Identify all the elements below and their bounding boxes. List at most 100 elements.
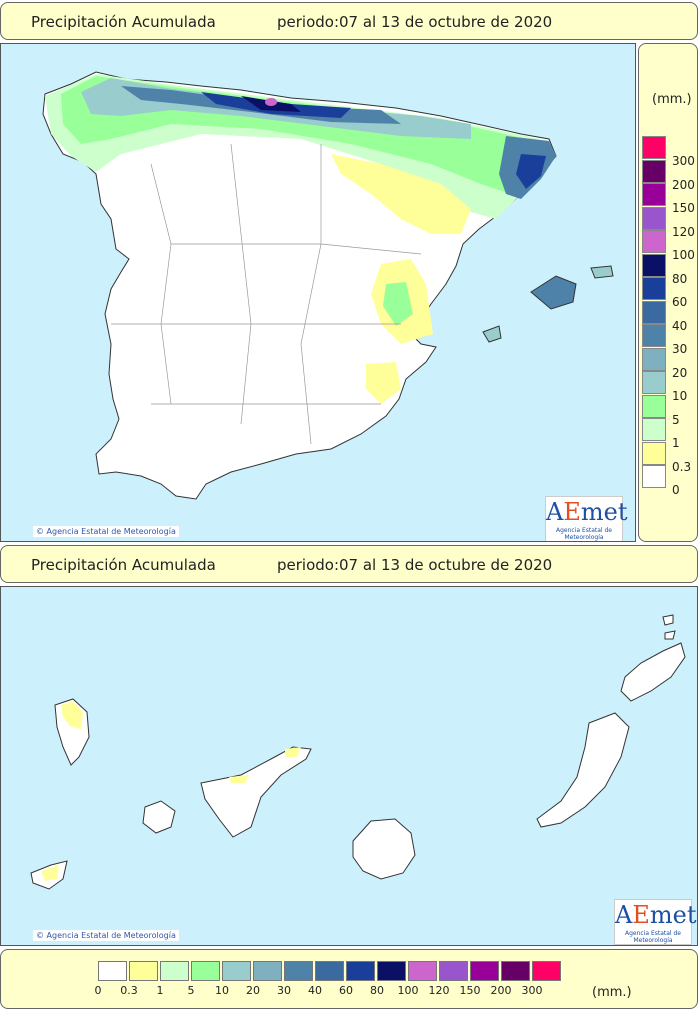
legend-swatch-0.3 <box>642 441 666 465</box>
legend-label-10: 10 <box>672 389 688 403</box>
legend-label-60: 60 <box>672 295 688 309</box>
legend-swatch-100 <box>642 230 666 253</box>
legend-label-30: 30 <box>672 342 688 356</box>
legend-label-120: 120 <box>672 224 695 239</box>
legend-swatch-120 <box>642 206 666 230</box>
hlegend-swatch-120 <box>439 961 468 981</box>
island-mallorca <box>530 275 577 310</box>
precip-band-catalonia-2 <box>516 154 546 189</box>
map-canarias: © Agencia Estatal de Meteorología AEmet … <box>0 586 698 946</box>
legend-label-0: 0 <box>672 483 680 497</box>
legend-swatch-0 <box>642 465 666 488</box>
precip-el-hierro <box>41 865 59 881</box>
legend-label-1: 1 <box>672 436 680 450</box>
horizontal-legend-unit: (mm.) <box>592 985 632 1000</box>
legend-label-40: 40 <box>672 318 688 333</box>
island-gran-canaria <box>352 818 416 880</box>
hlegend-label-20: 20 <box>246 984 260 997</box>
precip-la-palma <box>61 701 83 729</box>
map-period: periodo:07 al 13 de octubre de 2020 <box>277 13 553 31</box>
hlegend-swatch-80 <box>377 961 406 981</box>
hlegend-swatch-30 <box>284 961 313 981</box>
credit-canarias: © Agencia Estatal de Meteorología <box>33 930 179 941</box>
hlegend-swatch-0 <box>98 961 127 981</box>
hlegend-swatch-5 <box>191 961 220 981</box>
precip-max-cantabria <box>265 98 277 106</box>
legend-swatch-20 <box>642 347 666 371</box>
hlegend-label-200: 200 <box>490 984 512 997</box>
legend-swatch-40 <box>642 300 666 324</box>
legend-swatch-60 <box>642 277 666 300</box>
logo-subtitle-peninsula: Agencia Estatal de Meteorología <box>555 527 612 541</box>
hlegend-label-100: 100 <box>397 984 419 997</box>
hlegend-swatch-0.3 <box>129 961 158 981</box>
hlegend-swatch-150 <box>470 961 499 981</box>
logo-rest: met <box>580 498 628 526</box>
logo-subtitle-canarias: Agencia Estatal de Meteorología <box>624 930 681 944</box>
logo-letter-a-2: A <box>615 901 633 929</box>
legend-label-5: 5 <box>672 412 680 427</box>
logo-letter-e: E <box>563 498 581 526</box>
island-ibiza <box>482 325 502 343</box>
hlegend-swatch-20 <box>253 961 282 981</box>
hlegend-swatch-40 <box>315 961 344 981</box>
logo-letter-a: A <box>546 498 564 526</box>
hlegend-swatch-60 <box>346 961 375 981</box>
precip-east-valencia-green <box>383 282 413 326</box>
title-bar-canarias: Precipitación Acumulada periodo:07 al 13… <box>0 545 698 583</box>
island-la-gomera <box>142 800 176 834</box>
precip-fringe-ebro <box>331 154 471 234</box>
credit-peninsula: © Agencia Estatal de Meteorología <box>33 526 179 537</box>
legend-label-200: 200 <box>672 177 695 192</box>
hlegend-swatch-10 <box>222 961 251 981</box>
hlegend-label-1: 1 <box>156 984 164 997</box>
legend-swatch-300 <box>642 136 666 159</box>
hlegend-label-150: 150 <box>459 984 481 997</box>
precip-murcia <box>366 362 401 404</box>
map-title: Precipitación Acumulada <box>31 13 216 31</box>
canarias-map-svg <box>30 614 686 890</box>
hlegend-swatch-100 <box>408 961 437 981</box>
precip-tenerife <box>229 747 301 783</box>
island-menorca <box>590 265 614 279</box>
legend-label-100: 100 <box>672 248 695 262</box>
hlegend-label-0.3: 0.3 <box>120 984 138 997</box>
hlegend-label-80: 80 <box>370 984 384 997</box>
legend-swatch-80 <box>642 253 666 277</box>
island-lanzarote <box>620 642 686 702</box>
hlegend-label-0: 0 <box>94 984 102 997</box>
legend-swatch-1 <box>642 418 666 441</box>
islet-alegranza <box>662 614 676 640</box>
hlegend-label-60: 60 <box>339 984 353 997</box>
legend-swatch-150 <box>642 183 666 206</box>
hlegend-label-300: 300 <box>521 984 543 997</box>
hlegend-label-10: 10 <box>215 984 229 997</box>
hlegend-swatch-300 <box>532 961 561 981</box>
peninsula-map-svg <box>42 71 614 500</box>
legend-label-150: 150 <box>672 201 695 215</box>
island-tenerife <box>200 746 312 838</box>
hlegend-swatch-200 <box>501 961 530 981</box>
map-peninsula: © Agencia Estatal de Meteorología AEmet … <box>0 43 636 542</box>
hlegend-swatch-1 <box>160 961 189 981</box>
legend-label-0.3: 0.3 <box>672 459 692 474</box>
credit-text-peninsula: Agencia Estatal de Meteorología <box>46 527 176 536</box>
legend-label-20: 20 <box>672 365 688 380</box>
title-bar-peninsula: Precipitación Acumulada periodo:07 al 13… <box>0 2 698 40</box>
aemet-logo-peninsula: AEmet Agencia Estatal de Meteorología <box>545 496 627 541</box>
province-lines <box>111 143 422 445</box>
island-fuerteventura <box>536 712 630 828</box>
credit-text-canarias: Agencia Estatal de Meteorología <box>46 931 176 940</box>
hlegend-label-40: 40 <box>308 984 322 997</box>
aemet-logo-canarias: AEmet Agencia Estatal de Meteorología <box>614 899 696 945</box>
logo-rest-2: met <box>649 901 697 929</box>
legend-label-80: 80 <box>672 271 688 286</box>
legend-swatch-30 <box>642 324 666 347</box>
legend-label-300: 300 <box>672 154 695 168</box>
vertical-legend-unit: (mm.) <box>652 92 692 107</box>
legend-swatch-5 <box>642 394 666 418</box>
logo-letter-e-2: E <box>632 901 650 929</box>
legend-swatch-200 <box>642 159 666 183</box>
legend-swatch-10 <box>642 371 666 394</box>
map-period-canarias: periodo:07 al 13 de octubre de 2020 <box>277 556 553 574</box>
